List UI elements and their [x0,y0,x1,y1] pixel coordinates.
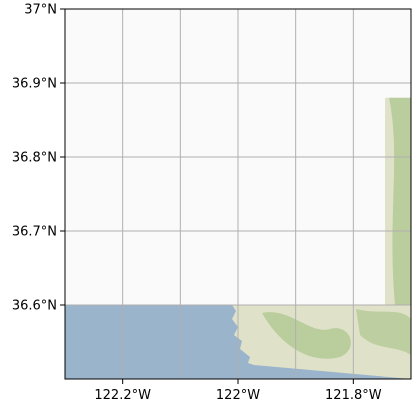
x-axis-ticks: 122.2°W 122°W 121.8°W [94,379,382,403]
y-tick-label: 37°N [24,3,57,18]
x-tick-label: 122.2°W [94,388,151,403]
terrain-vegetation [356,309,411,355]
terrain-vegetation [262,312,351,359]
x-tick-label: 121.8°W [325,388,382,403]
map-plot-area [65,9,411,379]
y-tick-label: 36.9°N [12,77,57,92]
y-tick-label: 36.6°N [12,299,57,314]
y-tick-label: 36.7°N [12,225,57,240]
gridlines [65,9,411,379]
y-tick-label: 36.8°N [12,151,57,166]
x-tick-label: 122°W [216,388,260,403]
y-axis-ticks: 37°N 36.9°N 36.8°N 36.7°N 36.6°N [12,3,65,314]
tile-strip-vegetation [389,97,411,305]
